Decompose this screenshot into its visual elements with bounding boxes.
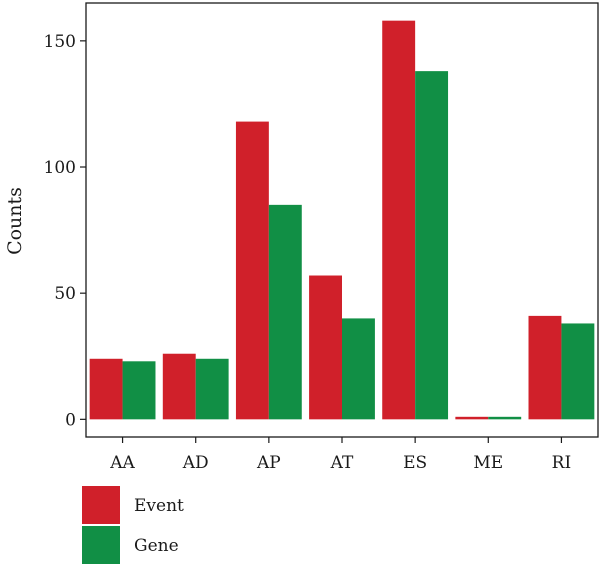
bar-gene-ap (268, 204, 302, 420)
bars-group (89, 20, 595, 420)
bar-event-at (309, 275, 342, 420)
x-tick-label: AP (256, 453, 281, 473)
x-tick-label: ES (403, 453, 427, 473)
bar-gene-ad (195, 358, 229, 420)
bar-gene-ri (561, 323, 595, 420)
y-tick-label: 100 (44, 158, 76, 178)
y-tick-label: 0 (65, 410, 76, 430)
x-tick-label: AA (109, 453, 135, 473)
y-tick-label: 50 (54, 284, 76, 304)
x-tick-label: AT (330, 453, 354, 473)
legend: Event Gene (82, 486, 184, 564)
y-axis-title: Counts (4, 187, 26, 255)
legend-key-gene (82, 526, 120, 564)
bar-event-es (382, 20, 416, 420)
bar-gene-aa (122, 361, 156, 420)
x-tick-label: AD (182, 453, 209, 473)
y-tick-label: 150 (44, 32, 76, 52)
x-axis: AA AD AP AT ES ME RI (109, 437, 571, 473)
y-axis: 0 50 100 150 (44, 32, 86, 430)
bar-gene-at (342, 318, 375, 420)
bar-event-ad (162, 353, 196, 420)
bar-event-me (455, 416, 489, 420)
bar-event-ri (528, 315, 562, 420)
legend-key-event (82, 486, 120, 524)
x-tick-label: RI (552, 453, 572, 473)
bar-gene-es (415, 71, 449, 420)
bar-event-aa (89, 358, 123, 420)
bar-event-ap (235, 121, 269, 420)
legend-label-gene: Gene (134, 536, 179, 556)
x-tick-label: ME (473, 453, 503, 473)
legend-label-event: Event (134, 496, 184, 516)
bar-gene-me (488, 416, 522, 420)
